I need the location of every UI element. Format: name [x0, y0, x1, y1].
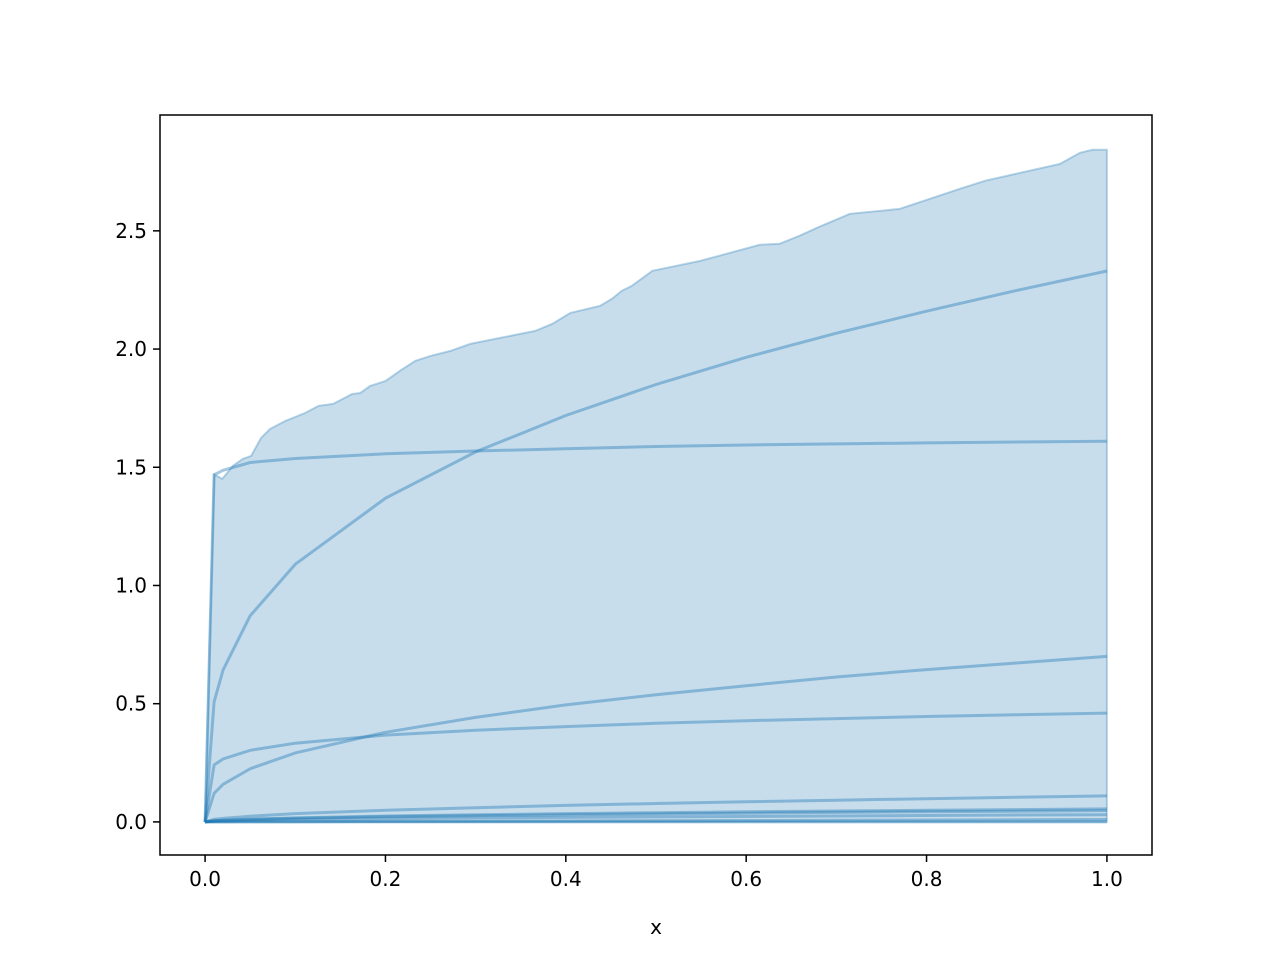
- y-tick-label: 1.5: [115, 455, 147, 479]
- band-area: [204, 148, 1108, 823]
- series-line-4: [204, 794, 1107, 824]
- x-tick-label: 0.6: [730, 867, 762, 891]
- x-tick-label: 0.4: [550, 867, 582, 891]
- axes-frame: [159, 114, 1153, 856]
- series-line-3: [203, 711, 1107, 823]
- series-line-5: [204, 807, 1107, 824]
- x-axis-label: x: [650, 915, 662, 939]
- y-tick-label: 1.0: [115, 573, 147, 597]
- y-tick-label: 2.0: [115, 337, 147, 361]
- y-tick-label: 0.0: [115, 810, 147, 834]
- plot-area: [203, 148, 1108, 824]
- x-tick-label: 1.0: [1091, 867, 1123, 891]
- x-tick-label: 0.2: [370, 867, 402, 891]
- x-tick-label: 0.0: [189, 867, 221, 891]
- y-tick-label: 2.5: [115, 219, 147, 243]
- series-line-7: [204, 813, 1107, 824]
- y-tick-label: 0.5: [115, 692, 147, 716]
- series-line-1: [203, 439, 1107, 822]
- x-tick-label: 0.8: [911, 867, 943, 891]
- y-axis: 0.0 0.5 1.0 1.5 2.0 2.5: [115, 219, 160, 834]
- series-line-8: [205, 818, 1107, 824]
- series-line-2: [203, 654, 1108, 823]
- x-axis: 0.0 0.2 0.4 0.6 0.8 1.0: [189, 855, 1123, 891]
- series-line-0: [203, 269, 1108, 823]
- series-line-6: [204, 809, 1107, 824]
